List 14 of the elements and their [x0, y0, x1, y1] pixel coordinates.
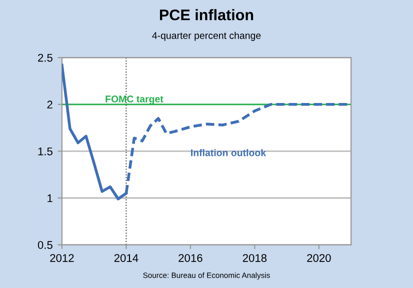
y-tick-label: 1: [48, 194, 52, 202]
x-tick-label: 2014: [114, 254, 138, 262]
y-tick-label: 2.5: [38, 54, 52, 62]
chart-subtitle: 4-quarter percent change: [152, 32, 261, 41]
y-tick-label: 2: [47, 100, 52, 108]
ref-line-label: FOMC target: [106, 96, 164, 104]
y-tick-label: 0.5: [38, 241, 52, 249]
x-tick-label: 2016: [178, 254, 202, 262]
x-tick-label: 2020: [307, 254, 331, 262]
text: Inflation outlook: [191, 149, 266, 156]
y-tick-label: 1.5: [38, 148, 52, 156]
x-tick-label: 2018: [242, 254, 267, 262]
x-tick-label: 2012: [50, 254, 74, 262]
chart-title: PCE inflation: [160, 9, 254, 20]
